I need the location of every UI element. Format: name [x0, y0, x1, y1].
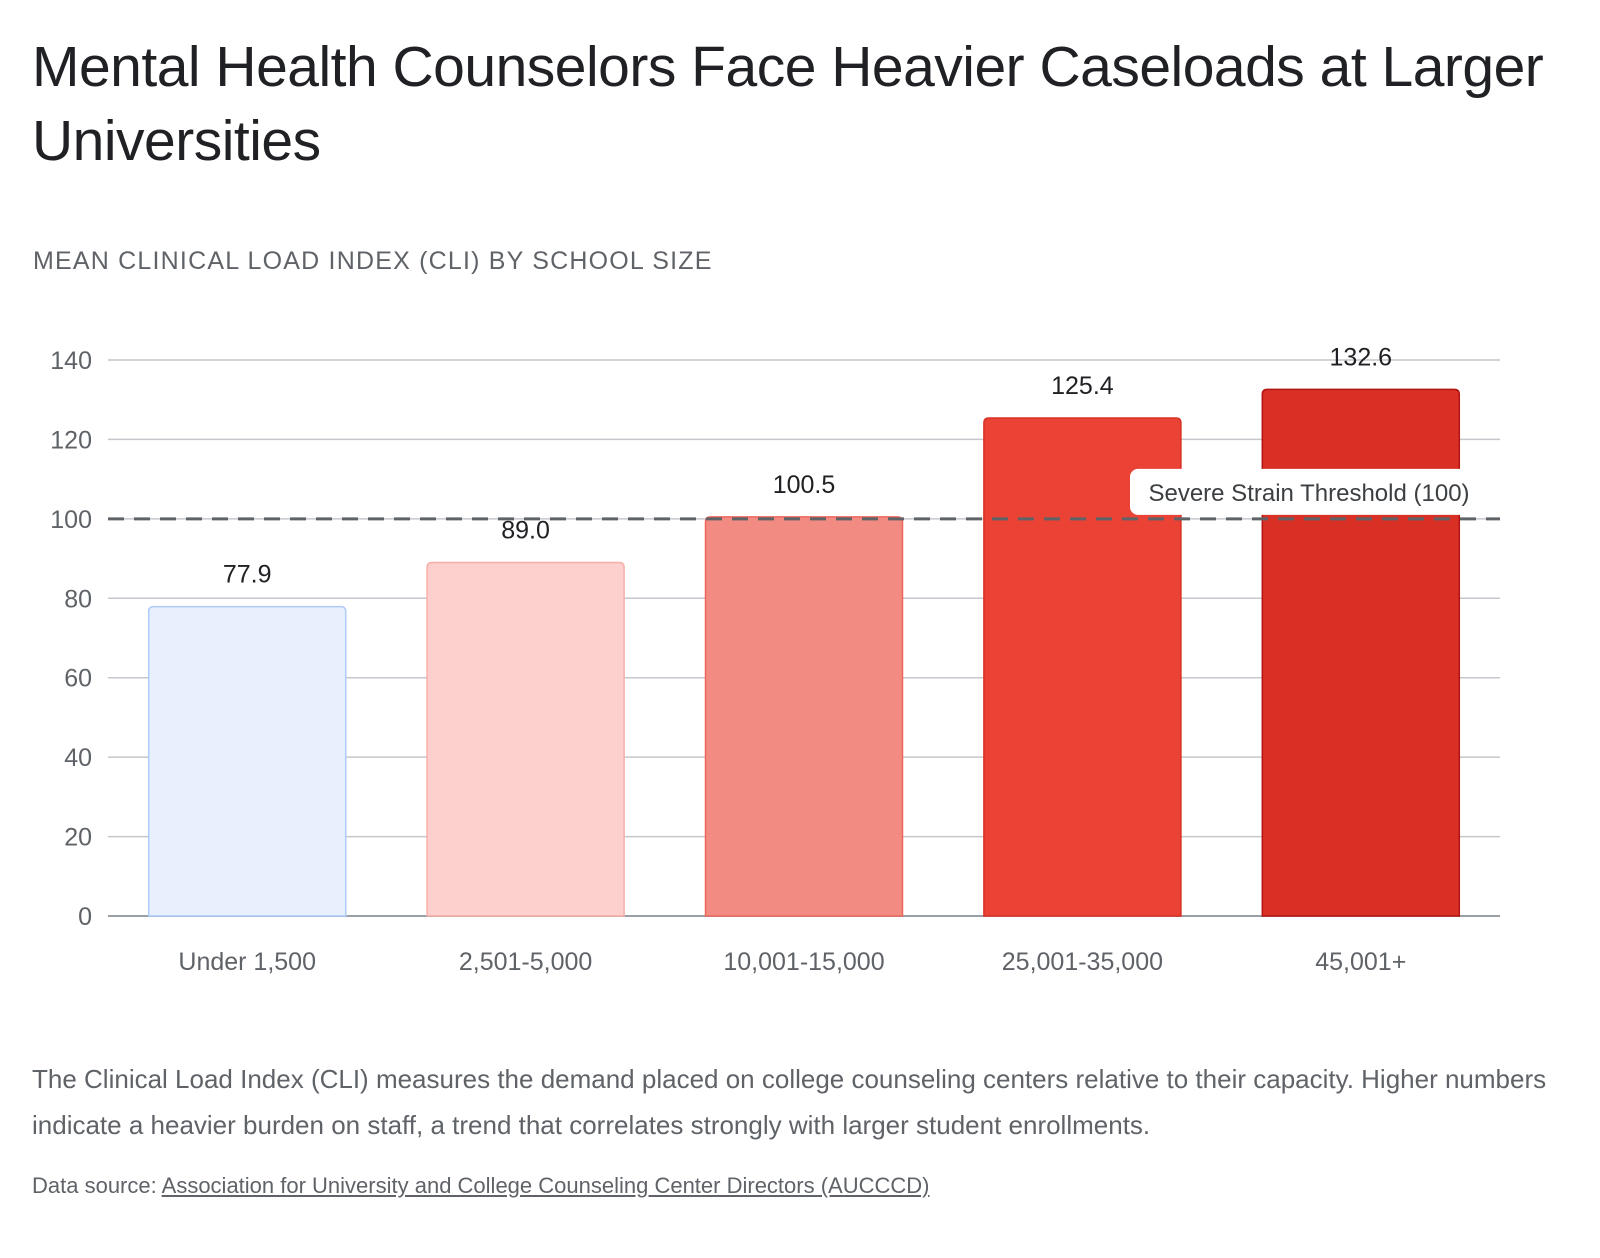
threshold-label-background	[1130, 468, 1488, 515]
data-source-link[interactable]: Association for University and College C…	[161, 1173, 930, 1198]
bar[interactable]	[983, 417, 1182, 917]
x-tick-label: 25,001-35,000	[1002, 948, 1163, 976]
threshold-label: Severe Strain Threshold (100)	[1148, 480, 1469, 507]
x-tick-label: 2,501-5,000	[459, 948, 592, 976]
bars	[147, 388, 1461, 917]
y-axis-ticks: 0 20 40 60 80 100 120 140	[50, 347, 92, 931]
bar[interactable]	[426, 561, 625, 917]
bar-value-label: 100.5	[773, 471, 836, 499]
data-source-prefix: Data source:	[32, 1173, 162, 1198]
bar-value-label: 77.9	[223, 561, 272, 589]
data-source: Data source: Association for University …	[32, 1170, 929, 1202]
threshold: Severe Strain Threshold (100)	[108, 468, 1500, 521]
bar[interactable]	[147, 605, 347, 917]
bar-value-label: 125.4	[1051, 372, 1114, 400]
bar[interactable]	[1261, 388, 1461, 917]
y-tick-label: 80	[64, 585, 92, 613]
y-tick-label: 60	[64, 665, 92, 693]
x-tick-label: 10,001-15,000	[723, 948, 884, 976]
x-tick-label: Under 1,500	[178, 948, 316, 976]
y-tick-label: 120	[50, 426, 92, 454]
bar-value-label: 89.0	[501, 517, 550, 545]
bar-chart: 0 20 40 60 80 100 120 140 77.9 89.0 100.5 125.4 132…	[50, 343, 1500, 976]
x-axis-ticks: Under 1,500 2,501-5,000 10,001-15,000 25,00…	[178, 948, 1406, 976]
y-tick-label: 40	[64, 744, 92, 772]
x-tick-label: 45,001+	[1315, 948, 1406, 976]
chart-description: The Clinical Load Index (CLI) measures t…	[32, 1064, 1547, 1140]
y-tick-label: 0	[78, 903, 92, 931]
y-tick-label: 20	[64, 824, 92, 852]
chart-subtitle: MEAN CLINICAL LOAD INDEX (CLI) BY SCHOOL…	[33, 247, 713, 275]
bar-value-label: 132.6	[1330, 343, 1393, 371]
value-labels: 77.9 89.0 100.5 125.4 132.6	[223, 343, 1392, 588]
y-tick-label: 100	[50, 506, 92, 534]
chart-title: Mental Health Counselors Face Heavier Ca…	[32, 35, 1544, 173]
bar[interactable]	[704, 516, 904, 917]
y-tick-label: 140	[50, 347, 92, 375]
